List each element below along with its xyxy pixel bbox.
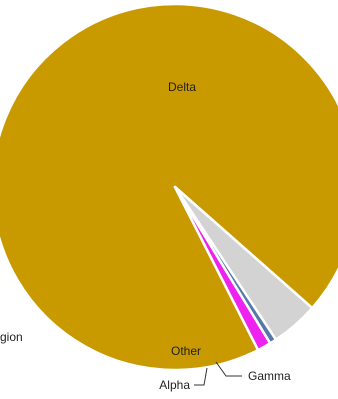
pie-slices xyxy=(0,2,338,372)
slice-label-other: Other xyxy=(171,344,201,358)
leader-line-alpha xyxy=(194,367,208,386)
cropped-label-fragment: gion xyxy=(0,330,23,344)
pie-labels: Delta Other Gamma Alpha gion xyxy=(0,80,291,392)
slice-label-alpha: Alpha xyxy=(159,378,190,392)
slice-label-gamma: Gamma xyxy=(248,369,291,383)
slice-delta xyxy=(0,2,338,372)
slice-label-delta: Delta xyxy=(168,80,196,94)
slice-gamma xyxy=(173,185,272,352)
leader-line-gamma xyxy=(215,361,242,377)
